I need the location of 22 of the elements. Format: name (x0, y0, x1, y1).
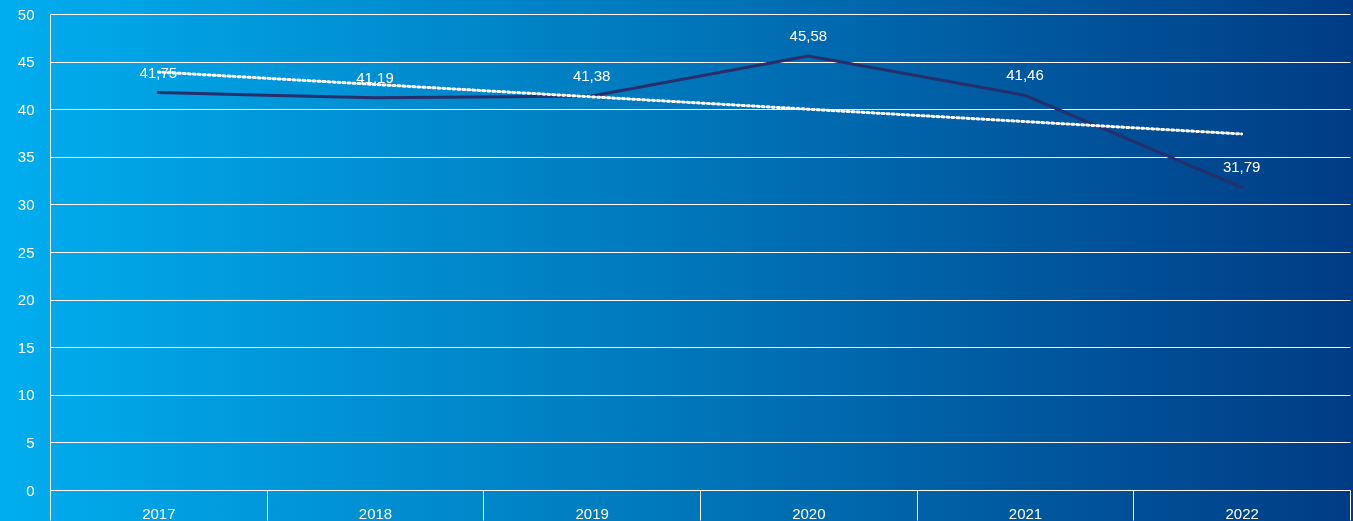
x-tick-label: 2020 (792, 504, 826, 521)
data-label: 41,38 (572, 67, 611, 85)
y-tick-label: 20 (17, 291, 35, 309)
x-tick-label: 2021 (1008, 504, 1043, 521)
y-tick-label: 0 (26, 481, 35, 499)
x-tick-label: 2019 (575, 504, 609, 521)
y-tick-label: 40 (17, 100, 35, 118)
data-label: 41,46 (1006, 66, 1044, 84)
x-tick-label: 2022 (1225, 504, 1259, 521)
data-label: 41,19 (356, 68, 394, 86)
y-tick-label: 30 (17, 195, 35, 213)
y-tick-label: 45 (17, 53, 35, 71)
data-label: 31,79 (1222, 158, 1261, 176)
y-tick-label: 10 (17, 386, 35, 404)
y-tick-label: 15 (17, 338, 35, 356)
y-tick-label: 50 (17, 5, 35, 23)
x-tick-label: 2017 (142, 504, 176, 521)
y-tick-label: 5 (26, 433, 35, 451)
x-tick-label: 2018 (358, 504, 393, 521)
y-tick-label: 25 (17, 243, 35, 261)
data-label: 45,58 (789, 27, 828, 45)
y-tick-label: 35 (17, 148, 35, 166)
